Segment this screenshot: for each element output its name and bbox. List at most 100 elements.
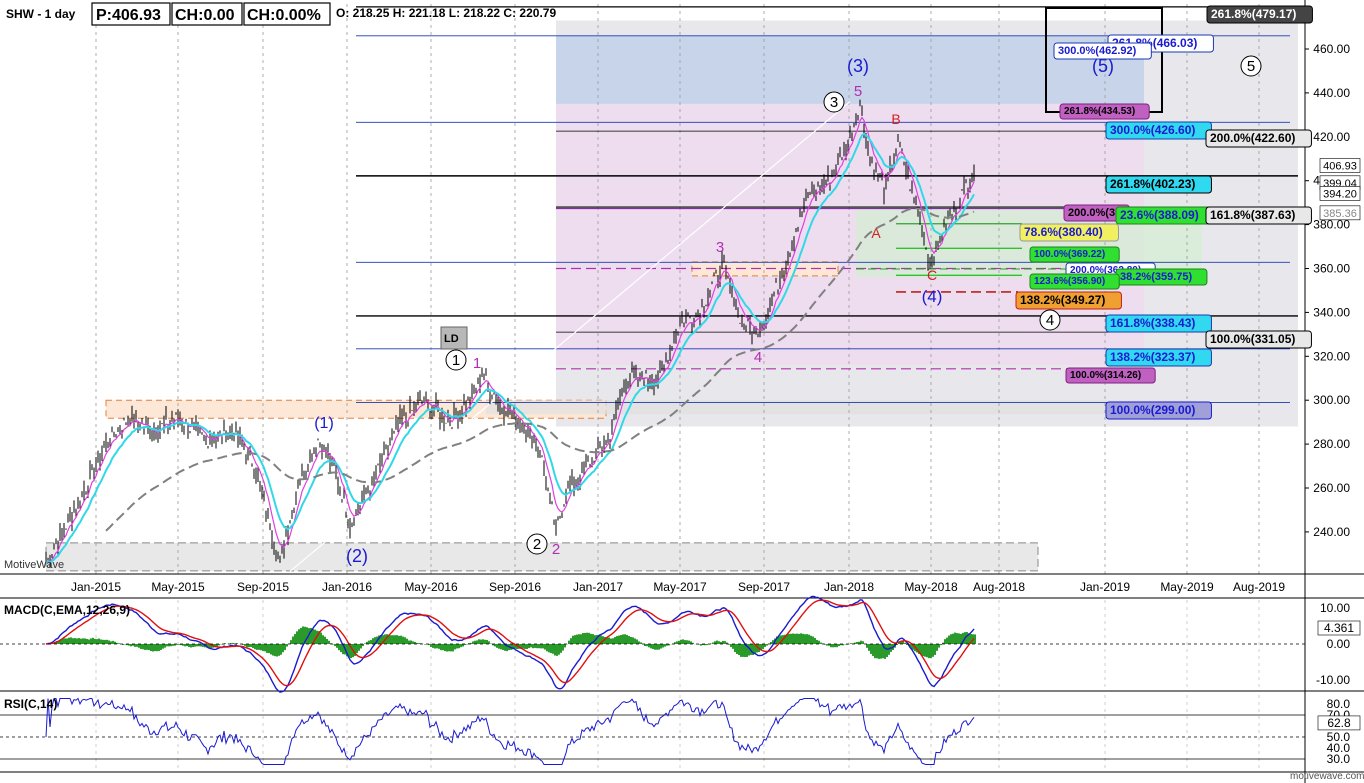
macd-histogram-bar: [78, 638, 80, 644]
macd-histogram-bar: [108, 640, 110, 644]
macd-histogram-bar: [930, 644, 932, 658]
macd-histogram-bar: [660, 644, 662, 649]
macd-histogram-bar: [850, 643, 852, 644]
macd-histogram-bar: [306, 627, 308, 644]
macd-histogram-bar: [114, 641, 116, 644]
price-tick-label: 280.00: [1313, 437, 1350, 451]
macd-histogram-bar: [790, 633, 792, 644]
rsi-line: [45, 697, 975, 765]
macd-histogram-bar: [878, 644, 880, 659]
macd-histogram-bar: [668, 644, 670, 646]
macd-histogram-bar: [400, 635, 402, 644]
macd-histogram-bar: [442, 644, 444, 651]
macd-histogram-bar: [730, 644, 732, 648]
macd-histogram-bar: [440, 644, 442, 651]
macd-histogram-bar: [302, 626, 304, 644]
macd-histogram-bar: [592, 634, 594, 644]
macd-histogram-bar: [420, 643, 422, 644]
macd-histogram-bar: [132, 644, 134, 646]
macd-histogram-bar: [336, 644, 338, 648]
macd-histogram-bar: [460, 644, 462, 648]
macd-histogram-bar: [532, 644, 534, 649]
macd-histogram-bar: [562, 644, 564, 651]
macd-histogram-bar: [940, 644, 942, 646]
macd-histogram-bar: [886, 644, 888, 658]
macd-histogram-bar: [810, 635, 812, 644]
macd-histogram-bar: [780, 635, 782, 644]
macd-histogram-bar: [944, 639, 946, 644]
macd-histogram-bar: [936, 644, 938, 651]
macd-histogram-bar: [900, 640, 902, 644]
macd-histogram-bar: [546, 644, 548, 652]
fib-label-box: [1105, 348, 1212, 367]
macd-histogram-bar: [858, 641, 860, 644]
macd-histogram-bar: [514, 644, 516, 649]
macd-histogram-bar: [202, 644, 204, 647]
change-pct-readout: CH:0.00%: [247, 7, 321, 24]
macd-histogram-bar: [974, 634, 976, 644]
price-tick-label: 300.00: [1313, 393, 1350, 407]
macd-histogram-bar: [778, 636, 780, 644]
macd-histogram-bar: [702, 644, 704, 646]
macd-histogram-bar: [816, 639, 818, 644]
macd-histogram-bar: [874, 644, 876, 659]
macd-histogram-bar: [756, 644, 758, 653]
watermark: MotiveWave: [4, 559, 64, 571]
macd-histogram-bar: [462, 644, 464, 647]
macd-histogram-bar: [674, 642, 676, 644]
trend-line: [289, 101, 851, 572]
macd-histogram-bar: [540, 644, 542, 649]
macd-histogram-bar: [476, 640, 478, 644]
symbol-label: SHW - 1 day: [6, 7, 76, 21]
macd-histogram-bar: [146, 644, 148, 650]
macd-histogram-bar: [94, 638, 96, 644]
macd-histogram-bar: [88, 639, 90, 644]
ema-slow-line: [45, 133, 975, 564]
fib-label-box: [1105, 175, 1212, 194]
macd-histogram-bar: [416, 642, 418, 644]
time-tick-label: Aug-2018: [973, 580, 1025, 594]
price-tick-label: 320.00: [1313, 349, 1350, 363]
macd-histogram-bar: [522, 644, 524, 649]
macd-histogram-bar: [538, 644, 540, 649]
macd-histogram-bar: [752, 644, 754, 655]
macd-histogram-bar: [492, 644, 494, 646]
macd-histogram-bar: [424, 644, 426, 645]
macd-histogram-bar: [616, 636, 618, 644]
macd-histogram-bar: [854, 642, 856, 644]
macd-histogram-bar: [444, 644, 446, 652]
macd-histogram-bar: [304, 626, 306, 644]
macd-histogram-bar: [268, 644, 270, 654]
macd-histogram-bar: [598, 634, 600, 644]
macd-histogram-bar: [726, 642, 728, 644]
macd-histogram-bar: [896, 644, 898, 646]
time-tick-label: Jan-2019: [1080, 580, 1130, 594]
macd-histogram-bar: [786, 634, 788, 644]
macd-histogram-bar: [690, 641, 692, 644]
macd-histogram-bar: [284, 644, 286, 651]
macd-histogram-bar: [754, 644, 756, 654]
macd-current-value: 4.361: [1324, 621, 1354, 635]
macd-histogram-bar: [64, 638, 66, 644]
fib-label: 161.8%(387.63): [1210, 208, 1295, 222]
wave-label: 1: [452, 352, 460, 369]
macd-histogram-bar: [860, 640, 862, 644]
fib-label: 261.8%(479.17): [1211, 7, 1296, 21]
macd-histogram-bar: [922, 644, 924, 657]
macd-histogram-bar: [820, 642, 822, 644]
macd-title: MACD(C,EMA,12,26,9): [4, 603, 130, 617]
macd-histogram-bar: [706, 644, 708, 646]
macd-histogram-bar: [704, 644, 706, 646]
macd-histogram-bar: [342, 644, 344, 655]
macd-histogram-bar: [496, 644, 498, 648]
ld-badge[interactable]: LD: [440, 326, 468, 350]
fib-label: 78.6%(380.40): [1024, 225, 1103, 239]
macd-histogram-bar: [324, 636, 326, 644]
macd-histogram-bar: [884, 644, 886, 659]
time-tick-label: May-2017: [653, 580, 707, 594]
macd-histogram-bar: [898, 641, 900, 644]
macd-histogram-bar: [158, 644, 160, 651]
macd-histogram-bar: [542, 644, 544, 649]
macd-histogram-bar: [564, 644, 566, 648]
